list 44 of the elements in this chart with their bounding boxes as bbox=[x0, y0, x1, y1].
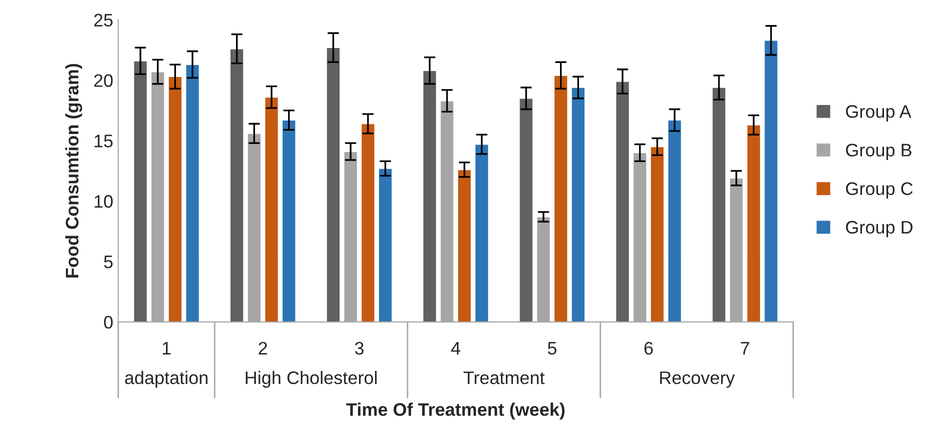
bar bbox=[185, 64, 200, 322]
y-tick-label: 5 bbox=[104, 256, 113, 268]
y-tick-label: 25 bbox=[94, 14, 113, 27]
x-tick-label: 1 bbox=[162, 342, 171, 354]
y-tick-label: 10 bbox=[94, 195, 113, 208]
y-tick-label: 15 bbox=[94, 134, 113, 148]
y-tick-label: 0 bbox=[104, 316, 113, 329]
y-axis-title: Food Consumtion (gram) bbox=[65, 64, 82, 278]
bar bbox=[378, 168, 393, 322]
bar bbox=[133, 60, 148, 322]
bar bbox=[667, 120, 682, 322]
legend-label: Group C bbox=[846, 182, 913, 199]
bar bbox=[264, 96, 279, 322]
bar bbox=[360, 123, 376, 322]
bar bbox=[474, 144, 489, 322]
text: Treatment bbox=[464, 372, 545, 384]
bar bbox=[571, 87, 586, 322]
y-tick-label: 20 bbox=[94, 74, 113, 87]
bar bbox=[230, 48, 244, 322]
bar bbox=[518, 98, 534, 322]
x-tick-label: 3 bbox=[354, 342, 364, 355]
text: adaptation bbox=[125, 370, 208, 388]
bar bbox=[422, 70, 437, 322]
x-tick-label: 7 bbox=[740, 342, 750, 354]
x-tick-label: 4 bbox=[451, 342, 460, 354]
x-tick-label: 2 bbox=[258, 342, 267, 354]
bar bbox=[168, 76, 182, 322]
legend-label: Group B bbox=[846, 144, 912, 160]
bar bbox=[554, 75, 568, 322]
bar bbox=[712, 87, 726, 322]
legend-label: Group A bbox=[846, 105, 912, 122]
bar bbox=[282, 120, 296, 322]
x-tick-label: 6 bbox=[644, 342, 653, 355]
text: High Cholesterol bbox=[246, 370, 377, 388]
bar bbox=[650, 146, 664, 322]
bar bbox=[746, 124, 761, 322]
bar bbox=[457, 169, 472, 322]
bar bbox=[764, 40, 778, 322]
x-tick-label: 5 bbox=[548, 342, 556, 355]
bar bbox=[615, 81, 630, 322]
x-axis-title: Time Of Treatment (week) bbox=[346, 402, 565, 420]
text: Recovery bbox=[660, 372, 735, 388]
bar bbox=[326, 47, 340, 322]
legend-label: Group D bbox=[846, 220, 912, 238]
